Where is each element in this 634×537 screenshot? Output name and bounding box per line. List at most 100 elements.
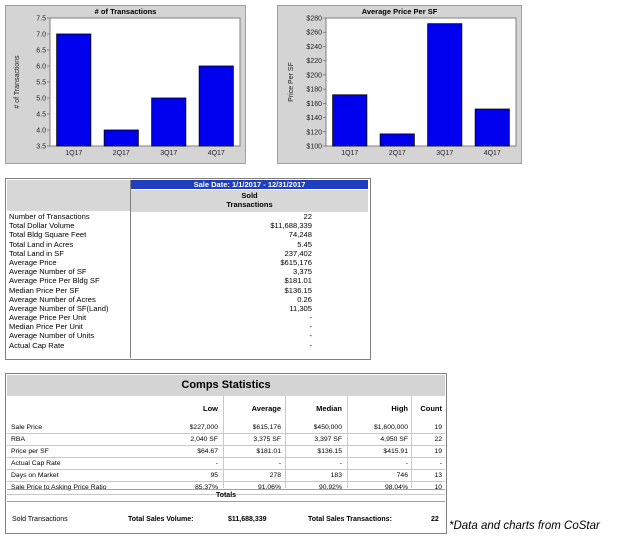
cell-low: - — [215, 460, 218, 468]
row-value: $615,176 — [280, 257, 312, 267]
table-row: Average Number of Units - — [7, 331, 368, 340]
bar — [103, 129, 139, 147]
x-tick-label: 3Q17 — [436, 150, 453, 157]
avg-price-bar-chart: $100 $120 $140 $160 $180 $200 $220 $240 $260 $280… — [288, 16, 517, 157]
column-divider — [411, 396, 412, 488]
y-axis-label: # of Transactions — [14, 55, 21, 109]
row-value: 237,402 — [284, 248, 312, 258]
comps-statistics-table: Comps Statistics Low Average Median High… — [5, 373, 447, 534]
row-label: Total Land in Acres — [9, 239, 74, 249]
column-divider — [223, 396, 224, 488]
cell-average: 278 — [269, 472, 281, 480]
totals-header: Totals — [7, 489, 445, 502]
row-label: Sale Price — [11, 424, 42, 431]
row-label: Median Price Per SF — [9, 285, 80, 295]
column-divider — [347, 396, 348, 488]
cell-high: 4,950 SF — [380, 436, 408, 444]
row-label: RBA — [11, 436, 25, 444]
row-label: Average Price Per Unit — [9, 313, 87, 323]
y-tick-label: $140 — [306, 115, 322, 122]
y-tick-label: $120 — [306, 129, 322, 136]
table-row: Total Land in SF 237,402 — [7, 249, 368, 258]
x-tick-label: 1Q17 — [341, 150, 358, 157]
row-label: Average Number of Acres — [9, 294, 96, 304]
y-tick-label: $180 — [306, 87, 322, 94]
table-row: Average Price Per Unit - — [7, 313, 368, 322]
x-tick-label: 3Q17 — [160, 150, 177, 157]
table-corner — [7, 180, 130, 211]
cell-count: 19 — [434, 448, 442, 456]
y-tick-label: $280 — [306, 16, 322, 23]
y-tick-label: $260 — [306, 30, 322, 37]
y-tick-label: 4.0 — [36, 128, 46, 135]
column-divider — [285, 396, 286, 488]
row-label: Average Price Per Bldg SF — [9, 276, 100, 286]
y-tick-label: $160 — [306, 101, 322, 108]
y-tick-label: $100 — [306, 144, 322, 151]
cell-median: 90.92% — [318, 484, 342, 492]
cell-average: $181.01 — [256, 448, 281, 456]
row-label: Average Number of SF — [9, 267, 87, 277]
cell-median: 183 — [330, 472, 342, 480]
bar — [474, 108, 510, 147]
sold-transactions-header: Sold Transactions — [131, 190, 368, 212]
table-row: RBA 2,040 SF 3,375 SF 3,397 SF 4,950 SF 22 — [7, 434, 445, 447]
sale-summary-table: Sale Date: 1/1/2017 - 12/31/2017 Sold Tr… — [5, 178, 371, 360]
header-median: Median — [316, 404, 342, 413]
cell-count: 22 — [434, 436, 442, 444]
sale-date-header: Sale Date: 1/1/2017 - 12/31/2017 — [131, 180, 368, 189]
row-value: 22 — [303, 212, 312, 221]
row-label: Median Price Per Unit — [9, 322, 83, 332]
row-label: Sale Price to Asking Price Ratio — [11, 484, 107, 492]
cell-average: $615,176 — [252, 424, 281, 431]
avg-price-chart-panel: Average Price Per SF $100 $120 $140 $160 $18… — [277, 5, 522, 164]
bar — [198, 65, 234, 147]
table-row: Average Price $615,176 — [7, 258, 368, 267]
cell-median: $136.15 — [317, 448, 342, 456]
table-row: Total Bldg Square Feet 74,248 — [7, 230, 368, 239]
y-tick-label: 4.5 — [36, 112, 46, 119]
table-row: Days on Market 95 278 183 746 13 — [7, 470, 445, 483]
table-row: Median Price Per Unit - — [7, 322, 368, 331]
table-row: Median Price Per SF $136.15 — [7, 286, 368, 295]
sold-transactions-label: Sold Transactions — [12, 516, 68, 523]
x-tick-label: 2Q17 — [389, 150, 406, 157]
row-label: Total Land in SF — [9, 248, 64, 258]
header-average: Average — [251, 404, 281, 413]
y-axis-label: Price Per SF — [288, 62, 295, 102]
cell-count: 19 — [434, 424, 442, 431]
table-row: Price per SF $64.67 $181.01 $136.15 $415.91 1… — [7, 446, 445, 459]
row-value: - — [309, 322, 312, 332]
row-value: $136.15 — [284, 285, 312, 295]
bar — [379, 133, 415, 147]
total-volume-value: $11,688,339 — [228, 516, 267, 523]
row-label: Price per SF — [11, 448, 49, 456]
y-tick-label: 7.5 — [36, 16, 46, 23]
sale-rows: Number of Transactions 22 Total Dollar Vol… — [7, 212, 368, 350]
cell-average: 3,375 SF — [253, 436, 281, 444]
row-label: Total Dollar Volume — [9, 221, 75, 231]
row-label: Days on Market — [11, 472, 59, 480]
y-tick-label: $240 — [306, 44, 322, 51]
row-label: Average Number of Units — [9, 331, 95, 341]
cell-low: $64.67 — [197, 448, 218, 456]
x-tick-label: 1Q17 — [65, 150, 82, 157]
row-label: Number of Transactions — [9, 212, 90, 221]
cell-median: 3,397 SF — [314, 436, 342, 444]
row-value: 11,305 — [289, 303, 312, 313]
cell-count: 13 — [434, 472, 442, 480]
cell-high: - — [405, 460, 408, 468]
table-row: Total Dollar Volume $11,688,339 — [7, 221, 368, 230]
cell-median: $450,000 — [313, 424, 342, 431]
cell-median: - — [339, 460, 342, 468]
transactions-bar-chart: 3.5 4.0 4.5 5.0 5.5 6.0 6.5 7.0 7.5 1Q17 2Q17 3Q17 4… — [14, 16, 241, 157]
table-row: Average Number of Acres 0.26 — [7, 295, 368, 304]
row-value: 5.45 — [297, 239, 312, 249]
table-row: Actual Cap Rate - — [7, 341, 368, 350]
bar — [427, 23, 463, 147]
row-value: 3,375 — [292, 267, 312, 277]
comps-rows: Sale Price $227,000 $615,176 $450,000 $1,600… — [7, 422, 445, 495]
row-value: 0.26 — [297, 294, 312, 304]
cell-high: $415.91 — [383, 448, 408, 456]
cell-low: $227,000 — [189, 424, 218, 431]
